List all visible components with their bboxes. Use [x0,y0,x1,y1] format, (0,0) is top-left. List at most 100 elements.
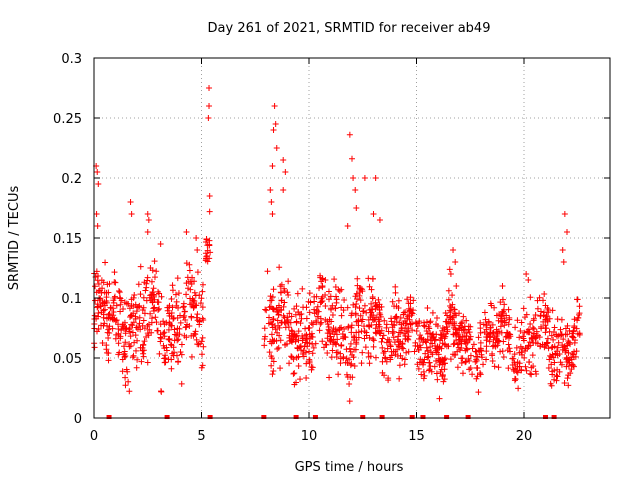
data-point [344,304,351,311]
data-point [543,312,550,319]
data-point [459,355,466,362]
data-point [572,337,579,344]
data-point [127,199,134,205]
data-point [369,275,376,282]
data-point [293,379,300,386]
data-point [543,340,550,347]
data-point [180,304,187,311]
data-point [450,313,457,320]
data-point [395,297,402,304]
data-point [268,362,275,369]
data-point [312,340,319,347]
data-point [397,338,404,345]
data-point [473,364,480,371]
data-point [523,311,530,318]
data-point [194,247,201,253]
data-point [495,364,502,371]
data-point [448,304,455,311]
data-point [161,333,168,340]
data-point [100,307,107,314]
data-point [119,321,126,328]
x-tick-label: 0 [90,429,98,444]
data-point [354,275,361,282]
data-point [110,299,117,306]
zero-value-marker [551,415,557,419]
data-point [525,277,532,283]
data-point [366,306,373,313]
data-point [541,309,548,316]
data-point [482,322,489,329]
data-point [439,324,446,331]
data-point [198,351,205,358]
data-point [553,331,560,338]
data-point [106,310,113,317]
data-point [151,274,158,281]
data-point [529,352,536,359]
data-point [459,333,466,340]
data-point [410,297,417,304]
data-point [423,318,430,325]
data-point [343,346,350,353]
data-point [303,304,310,311]
data-point [354,318,361,325]
data-point [157,338,164,345]
data-point [303,315,310,322]
data-point [427,318,434,325]
data-point [557,359,564,366]
data-point [105,326,112,333]
data-point [337,360,344,367]
data-point [131,291,138,298]
data-point [443,324,450,331]
data-point [556,368,563,375]
data-point [141,310,148,317]
data-point [441,376,448,383]
data-point [370,337,377,344]
data-point [458,320,465,327]
data-point [155,299,162,306]
data-point [565,363,572,370]
data-point [308,330,315,337]
data-point [536,294,543,301]
data-point [370,335,377,342]
data-point [467,352,474,359]
data-point [157,331,164,338]
data-point [95,281,102,288]
data-point [299,335,306,342]
data-point [505,332,512,339]
data-point [443,343,450,350]
data-point [494,330,501,337]
data-point [566,356,573,363]
data-point [104,349,111,356]
data-point [128,321,135,328]
data-point [354,296,361,303]
data-point [316,285,323,292]
data-point [194,269,201,276]
data-point [98,289,105,296]
data-point [442,309,449,316]
data-point [269,321,276,328]
data-point [569,350,576,357]
data-point [95,326,102,333]
data-point [206,193,213,199]
data-point [274,346,281,353]
data-point [351,346,358,353]
data-point [434,314,441,321]
data-point [464,346,471,353]
data-point [511,351,518,358]
data-point [440,357,447,364]
data-point [461,338,468,345]
data-point [549,368,556,375]
data-point [416,318,423,325]
data-point [437,358,444,365]
data-point [483,348,490,355]
data-point [166,336,173,343]
data-point [139,347,146,354]
data-point [574,296,581,303]
data-point [122,382,129,389]
data-point [481,309,488,316]
data-point [439,373,446,380]
data-point [512,376,519,383]
data-point [134,304,141,311]
data-point [295,363,302,370]
data-point [309,321,316,328]
